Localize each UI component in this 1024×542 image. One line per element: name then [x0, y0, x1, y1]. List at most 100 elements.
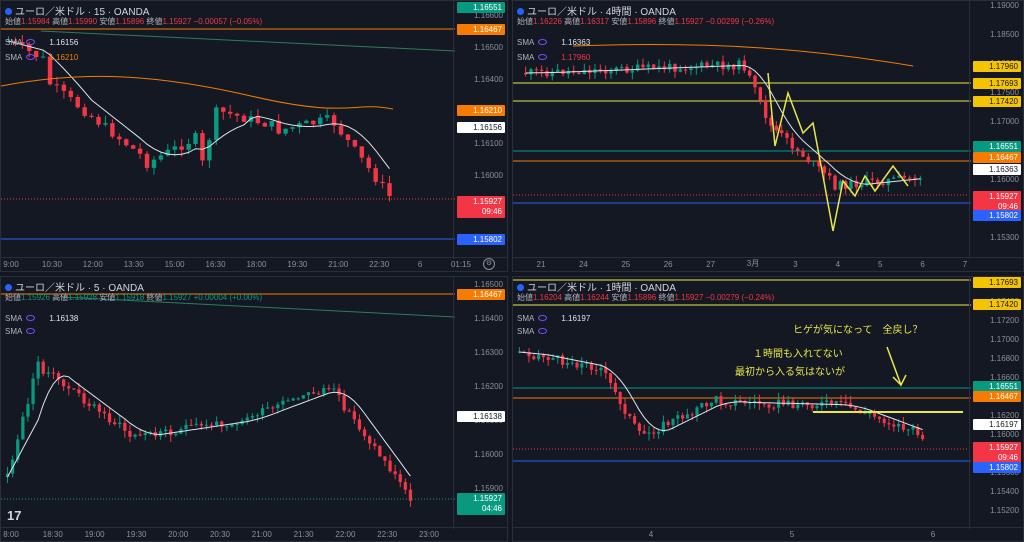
candle-body	[667, 63, 672, 70]
price-label[interactable]: 1.16467	[973, 152, 1021, 163]
price-label[interactable]: 1.16210	[457, 105, 505, 116]
symbol-title[interactable]: ユーロ／米ドル · 1時間 · OANDA	[517, 279, 676, 294]
visibility-icon[interactable]	[26, 315, 36, 321]
candle-body	[833, 175, 837, 190]
visibility-off-icon[interactable]	[538, 328, 548, 334]
candle-body	[690, 414, 694, 416]
price-label[interactable]: 1.17693	[973, 78, 1021, 89]
candle-area-1h[interactable]	[513, 277, 971, 529]
candle-body	[825, 400, 829, 403]
candle-body	[565, 363, 569, 365]
price-label[interactable]: 1.15802	[973, 462, 1021, 473]
candle-body	[537, 355, 541, 360]
price-label[interactable]: 1.17420	[973, 96, 1021, 107]
price-label[interactable]: 1.16467	[457, 289, 505, 300]
settings-icon[interactable]: ⚙	[483, 258, 495, 270]
candle-body	[694, 67, 699, 69]
price-label[interactable]: 1.17960	[973, 61, 1021, 72]
price-tick: 1.15900	[474, 484, 503, 493]
candle-body	[227, 111, 233, 114]
visibility-icon[interactable]	[538, 315, 548, 321]
time-axis[interactable]: 9:00 10:30 12:00 13:30 15:00 16:30 18:00 19:30 2…	[1, 257, 507, 271]
chart-pane-4h[interactable]: ユーロ／米ドル · 4時間 · OANDA 始値1.16226 高値1.1631…	[512, 0, 1024, 272]
time-tick: 8:00	[3, 530, 19, 539]
candle-area-5m[interactable]	[1, 277, 455, 529]
price-label[interactable]: 1.16551	[457, 2, 505, 13]
candle-body	[733, 399, 737, 406]
symbol-title[interactable]: ユーロ／米ドル · 4時間 · OANDA	[517, 3, 676, 18]
candle-body	[790, 137, 795, 149]
sma-legend-1[interactable]: SMA 1.16138	[5, 314, 79, 323]
chart-pane-15m[interactable]: ユーロ／米ドル · 15 · OANDA 始値1.15984 高値1.15990…	[0, 0, 508, 272]
chart-pane-5m[interactable]: ユーロ／米ドル · 5 · OANDA 始値1.15926 高値1.15928 …	[0, 276, 508, 542]
candle-body	[705, 403, 709, 407]
price-label[interactable]: 1.16551	[973, 141, 1021, 152]
price-label[interactable]: 1.15802	[457, 234, 505, 245]
price-label[interactable]: 1.15927 09:46	[973, 442, 1021, 464]
candle-body	[250, 416, 254, 418]
visibility-icon[interactable]	[538, 54, 548, 60]
time-tick: 9:00	[3, 260, 19, 269]
candle-body	[721, 61, 725, 70]
price-label[interactable]: 1.15802	[973, 210, 1021, 221]
time-tick: 19:00	[84, 530, 105, 539]
candle-body	[266, 407, 270, 409]
price-label[interactable]: 1.15927 04:46	[457, 493, 505, 515]
price-axis[interactable]: 1.174001.172001.170001.168001.166001.164…	[969, 277, 1023, 529]
visibility-icon[interactable]	[538, 39, 548, 45]
price-label[interactable]: 1.16467	[457, 24, 505, 35]
sma-legend-1[interactable]: SMA 1.16156	[5, 38, 79, 47]
symbol-title[interactable]: ユーロ／米ドル · 15 · OANDA	[5, 3, 149, 18]
ohlc-readout: 始値1.16226 高値1.16317 安値1.15896 終値1.15927 …	[517, 17, 775, 26]
price-tick: 1.16100	[474, 139, 503, 148]
time-axis[interactable]: 21 24 25 26 27 3月 3 4 5 6 7	[513, 257, 1023, 271]
price-label[interactable]: 1.16138	[457, 411, 505, 422]
candle-body	[641, 64, 645, 68]
sma-legend-1[interactable]: SMA 1.16363	[517, 38, 591, 47]
candle-body	[795, 148, 800, 151]
candle-body	[281, 400, 285, 405]
candle-body	[545, 70, 549, 77]
candle-body	[657, 431, 661, 434]
annotation-text[interactable]: ヒゲが気になって 全戻し？	[793, 325, 923, 336]
sma-legend-1[interactable]: SMA 1.16197	[517, 314, 591, 323]
annotation-text[interactable]: １時間も入れてない	[753, 349, 843, 360]
annotation-text[interactable]: 最初から入る気はないが	[735, 367, 845, 378]
sma-legend-2[interactable]: SMA	[5, 327, 36, 336]
candle-body	[33, 51, 39, 58]
time-axis[interactable]: 4 5 6	[513, 527, 1023, 541]
sma-legend-2[interactable]: SMA 1.17960	[517, 53, 591, 62]
price-label[interactable]: 1.16363	[973, 164, 1021, 175]
chart-pane-1h[interactable]: ユーロ／米ドル · 1時間 · OANDA 始値1.16204 高値1.1624…	[512, 276, 1024, 542]
candle-body	[870, 178, 875, 180]
candle-body	[911, 426, 915, 430]
candle-body	[594, 369, 598, 371]
symbol-title[interactable]: ユーロ／米ドル · 5 · OANDA	[5, 279, 144, 294]
price-axis[interactable]: 1.165001.164001.163001.162001.161001.160…	[453, 277, 507, 529]
candle-body	[859, 185, 864, 188]
candle-body	[373, 168, 378, 182]
price-label[interactable]: 1.15927 09:46	[457, 196, 505, 218]
visibility-icon[interactable]	[26, 39, 36, 45]
time-axis[interactable]: 8:00 18:30 19:00 19:30 20:00 20:30 21:00 21:30 2…	[1, 527, 507, 541]
price-label[interactable]: 1.17693	[973, 277, 1021, 288]
sma-legend-2[interactable]: SMA 1.16210	[5, 53, 79, 62]
candle-body	[550, 71, 555, 77]
price-label[interactable]: 1.16467	[973, 391, 1021, 402]
sma-legend-2[interactable]: SMA	[517, 327, 548, 336]
price-label[interactable]: 1.16156	[457, 122, 505, 133]
visibility-icon[interactable]	[26, 54, 36, 60]
candle-body	[276, 404, 280, 409]
candle-body	[209, 424, 214, 426]
price-label[interactable]: 1.16197	[973, 419, 1021, 430]
candle-area-4h[interactable]	[513, 1, 971, 259]
price-label[interactable]: 1.15927 09:46	[973, 191, 1021, 213]
price-label[interactable]: 1.16551	[973, 381, 1021, 392]
candle-area-15m[interactable]	[1, 1, 455, 259]
time-tick: 24	[578, 260, 588, 269]
price-label[interactable]: 1.17420	[973, 299, 1021, 310]
candle-body	[582, 69, 587, 75]
candle-body	[853, 407, 857, 410]
price-tick: 1.17000	[990, 117, 1019, 126]
visibility-off-icon[interactable]	[26, 328, 36, 334]
